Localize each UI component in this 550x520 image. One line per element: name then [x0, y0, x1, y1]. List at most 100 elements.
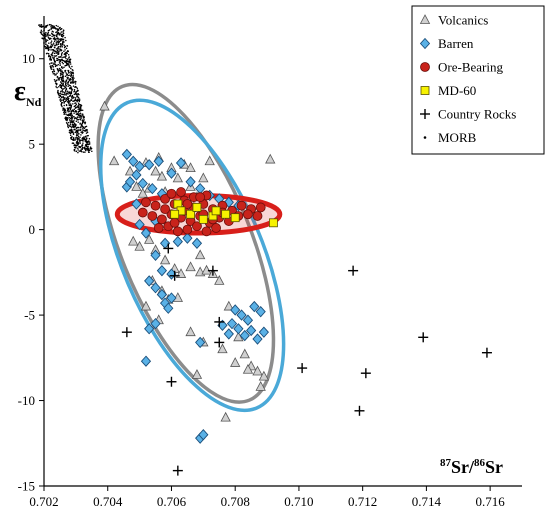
morb-point — [56, 57, 58, 60]
axes: 0.702 0.704 0.706 0.708 0.710 0.712 0.714 0.716… — [18, 16, 522, 509]
morb-point — [60, 31, 63, 33]
ore-bearing-point — [160, 193, 170, 204]
morb-point — [64, 56, 66, 58]
morb-point — [87, 146, 89, 149]
morb-point — [77, 126, 79, 129]
morb-point — [55, 52, 57, 54]
morb-point — [41, 37, 43, 39]
y-axis-subscript: Nd — [26, 95, 42, 109]
volcanics-point — [214, 275, 225, 285]
morb-point — [60, 28, 63, 30]
morb-point — [58, 38, 60, 40]
morb-point — [84, 149, 87, 152]
morb-point — [45, 43, 47, 45]
ore-bearing-point — [252, 211, 263, 221]
barren-point — [140, 355, 152, 367]
morb-point — [64, 69, 66, 72]
volcanics-point — [185, 326, 196, 337]
morb-point — [68, 95, 71, 98]
morb-point — [85, 145, 88, 148]
volcanics-point — [265, 153, 276, 164]
morb-point — [67, 85, 69, 88]
morb-point — [81, 125, 84, 128]
morb-point — [71, 82, 74, 84]
ore-bearing-point — [211, 223, 221, 233]
morb-point — [70, 99, 73, 102]
morb-point — [68, 102, 70, 104]
morb-point — [55, 55, 58, 57]
morb-point — [83, 136, 85, 138]
morb-point — [64, 49, 66, 51]
morb-point — [77, 105, 79, 107]
morb-point — [57, 29, 59, 32]
morb-point — [50, 44, 53, 46]
morb-point — [68, 116, 71, 119]
morb-point — [65, 55, 67, 57]
morb-point — [68, 119, 71, 121]
morb-point — [62, 74, 64, 77]
barren-point — [226, 317, 238, 330]
morb-point — [54, 27, 57, 29]
barren-point — [156, 288, 168, 301]
morb-point — [77, 149, 79, 151]
md--point — [192, 203, 202, 212]
morb-point — [53, 78, 56, 81]
morb-point — [82, 129, 84, 132]
morb-point — [51, 64, 54, 67]
morb-point — [84, 136, 87, 138]
morb-point — [66, 117, 68, 120]
legend-marker-volcanics — [419, 14, 431, 24]
morb-point — [63, 104, 65, 107]
morb-point — [68, 56, 70, 59]
morb-point — [72, 100, 75, 102]
x-tick-label: 0.712 — [348, 494, 377, 509]
volcanics-point — [143, 234, 155, 244]
morb-point — [60, 82, 63, 85]
ore-bearing-point — [141, 197, 151, 208]
morb-point — [50, 42, 52, 44]
morb-point — [64, 52, 66, 55]
morb-point — [61, 46, 64, 48]
morb-point — [74, 102, 77, 104]
barren-point — [144, 159, 155, 171]
morb-point — [85, 125, 88, 128]
morb-point — [87, 148, 89, 151]
morb-point — [72, 126, 75, 128]
morb-point — [74, 86, 76, 89]
morb-point — [77, 99, 80, 101]
morb-point — [66, 90, 69, 93]
morb-point — [67, 99, 70, 101]
morb-point — [87, 134, 89, 137]
morb-point — [55, 34, 58, 36]
morb-point — [60, 54, 63, 56]
morb-point — [57, 63, 59, 66]
morb-point — [40, 33, 43, 35]
morb-point — [70, 126, 73, 129]
morb-point — [68, 91, 71, 94]
morb-point — [61, 35, 63, 38]
morb-point — [66, 73, 69, 76]
barren-point — [156, 264, 168, 277]
morb-point — [59, 28, 62, 31]
morb-point — [81, 132, 84, 134]
morb-point — [70, 74, 73, 77]
barren-point — [236, 309, 247, 321]
ore-bearing-point — [157, 214, 167, 225]
morb-point — [62, 83, 64, 85]
morb-point — [67, 97, 70, 100]
morb-point — [88, 141, 91, 143]
morb-point — [62, 59, 65, 62]
barren-point — [258, 326, 269, 338]
morb-point — [79, 142, 81, 144]
morb-point — [73, 88, 76, 91]
morb-point — [48, 34, 50, 36]
barren-point — [166, 292, 177, 304]
morb-point — [45, 52, 48, 55]
ore-bearing-point — [169, 217, 180, 228]
barren-point — [140, 227, 152, 239]
morb-point — [49, 55, 51, 57]
morb-point — [70, 91, 72, 93]
morb-point — [64, 93, 66, 96]
morb-point — [72, 125, 74, 127]
morb-point — [49, 37, 51, 40]
